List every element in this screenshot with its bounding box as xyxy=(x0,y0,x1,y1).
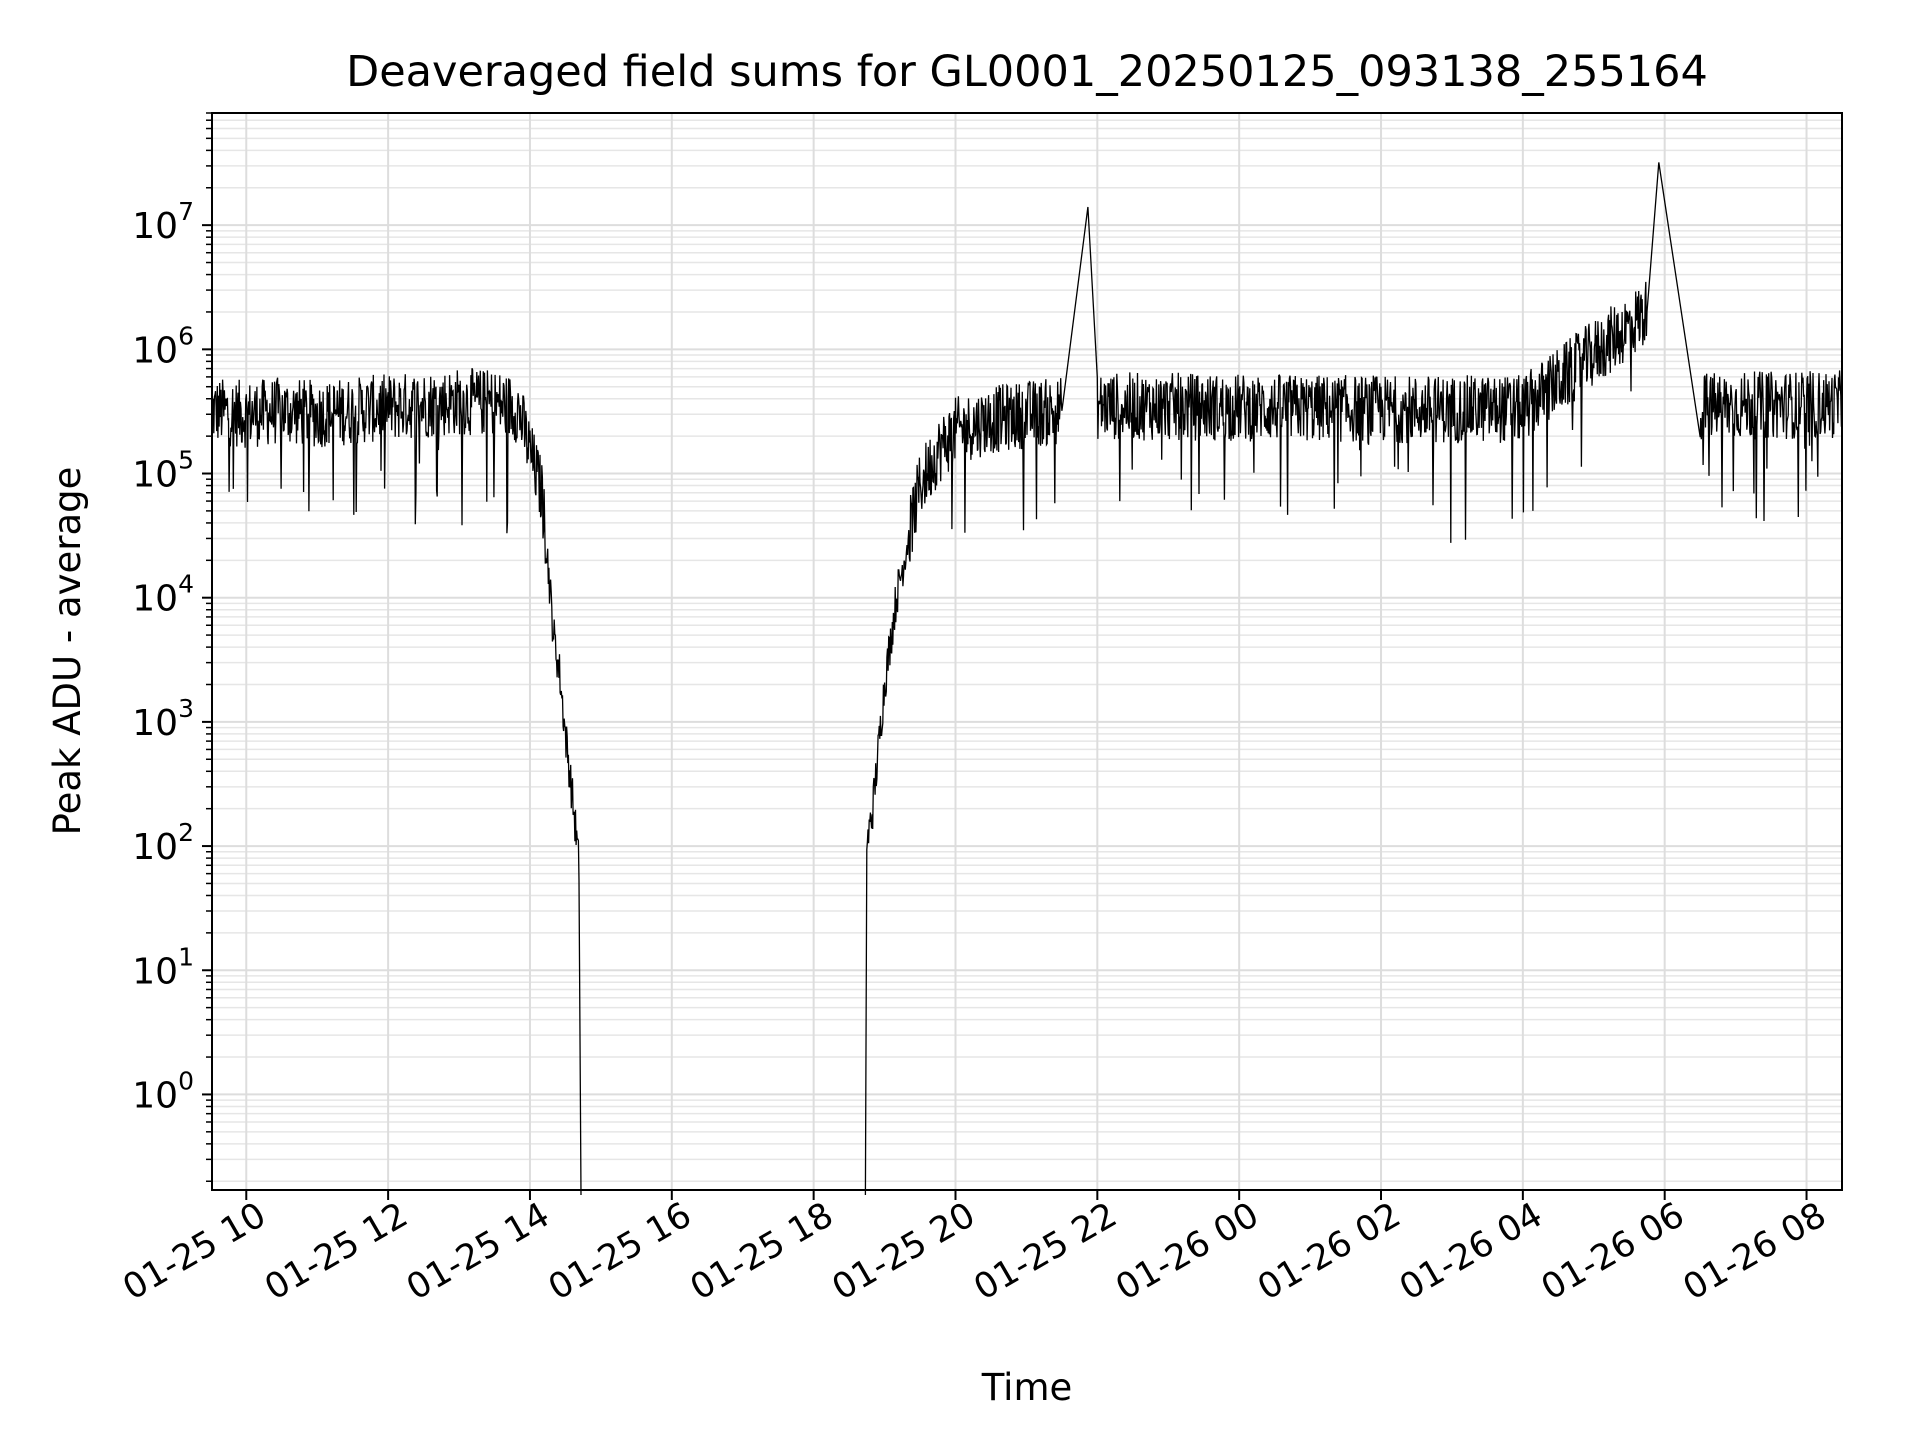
x-tick-label: 01-26 06 xyxy=(1535,1195,1691,1308)
x-tick-label: 01-25 12 xyxy=(258,1195,414,1308)
x-tick-label: 01-25 10 xyxy=(116,1195,272,1308)
major-gridlines xyxy=(212,113,1842,1190)
x-tick-label: 01-25 18 xyxy=(684,1195,840,1308)
y-axis-label: Peak ADU - average xyxy=(46,467,89,836)
y-tick-label: 104 xyxy=(132,570,194,620)
x-tick-label: 01-26 04 xyxy=(1393,1195,1549,1308)
y-tick-label: 107 xyxy=(132,197,194,247)
y-tick-label: 101 xyxy=(132,942,194,992)
x-axis-label: Time xyxy=(981,1366,1073,1409)
y-tick-label: 103 xyxy=(132,694,194,744)
y-tick-label: 102 xyxy=(132,818,194,868)
y-tick-label: 100 xyxy=(132,1066,194,1116)
series-line xyxy=(211,162,1843,1196)
x-tick-label: 01-26 02 xyxy=(1251,1195,1407,1308)
x-tick-label: 01-25 20 xyxy=(826,1195,982,1308)
chart-title: Deaveraged field sums for GL0001_2025012… xyxy=(346,47,1708,97)
y-tick-label: 105 xyxy=(132,446,194,496)
x-tick-label: 01-26 00 xyxy=(1109,1195,1265,1308)
x-tick-label: 01-26 08 xyxy=(1677,1195,1833,1308)
x-tick-label: 01-25 16 xyxy=(542,1195,698,1308)
x-tick-label: 01-25 14 xyxy=(400,1195,556,1308)
y-axis: 100 101 102 103 104 105 106 107 xyxy=(132,112,212,1182)
plot-frame xyxy=(211,112,1843,1191)
x-tick-label: 01-25 22 xyxy=(968,1195,1124,1308)
y-tick-label: 106 xyxy=(132,321,194,371)
minor-gridlines xyxy=(212,112,1842,1182)
